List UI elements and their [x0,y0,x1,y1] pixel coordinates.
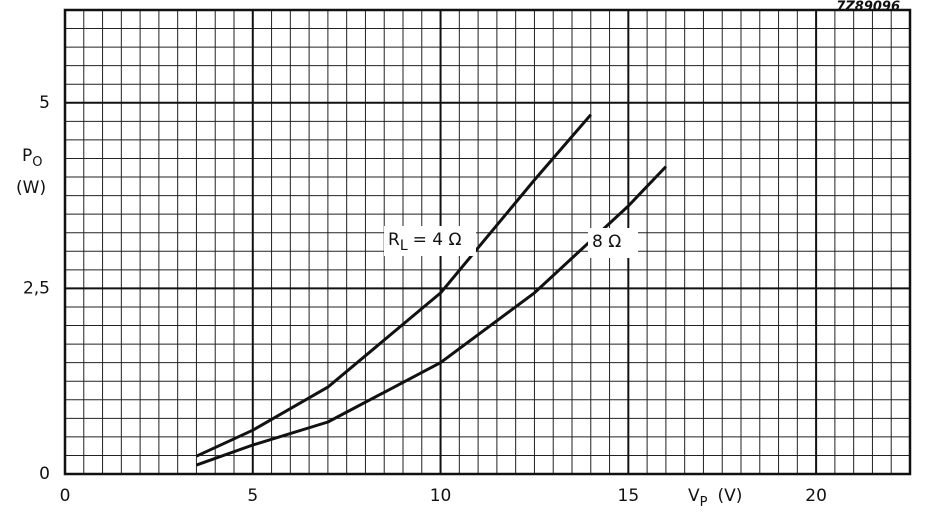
y-axis-label: PO [22,146,43,170]
y-tick-label: 2,5 [23,278,50,298]
series-label-main: 8 Ω [592,232,621,252]
series-label-sub: L [400,238,408,254]
x-axis-unit: (V) [717,486,742,506]
x-tick-label: 5 [247,486,258,506]
x-axis-label: VP (V) [688,486,742,510]
y-axis-unit: (W) [16,178,46,198]
series-label: 8 Ω [592,232,621,252]
x-axis-label-sub: P [700,495,708,510]
x-tick-label: 20 [805,486,827,506]
series-label-main: R [388,230,400,250]
series-label-rest: = 4 Ω [413,230,462,250]
curve [195,113,592,458]
y-axis-label-sub: O [32,155,42,170]
curve [195,165,667,467]
x-tick-label: 15 [618,486,640,506]
series-label: RL = 4 Ω [388,230,461,254]
label-background [588,228,638,258]
y-axis-label-main: P [22,146,32,166]
figure-code: 7Z89096 [836,0,900,15]
x-tick-label: 10 [430,486,452,506]
y-tick-label: 0 [39,464,50,484]
label-background [384,226,476,256]
y-tick-label: 5 [39,93,50,113]
x-axis-label-main: V [688,486,700,506]
x-tick-label: 0 [60,486,71,506]
